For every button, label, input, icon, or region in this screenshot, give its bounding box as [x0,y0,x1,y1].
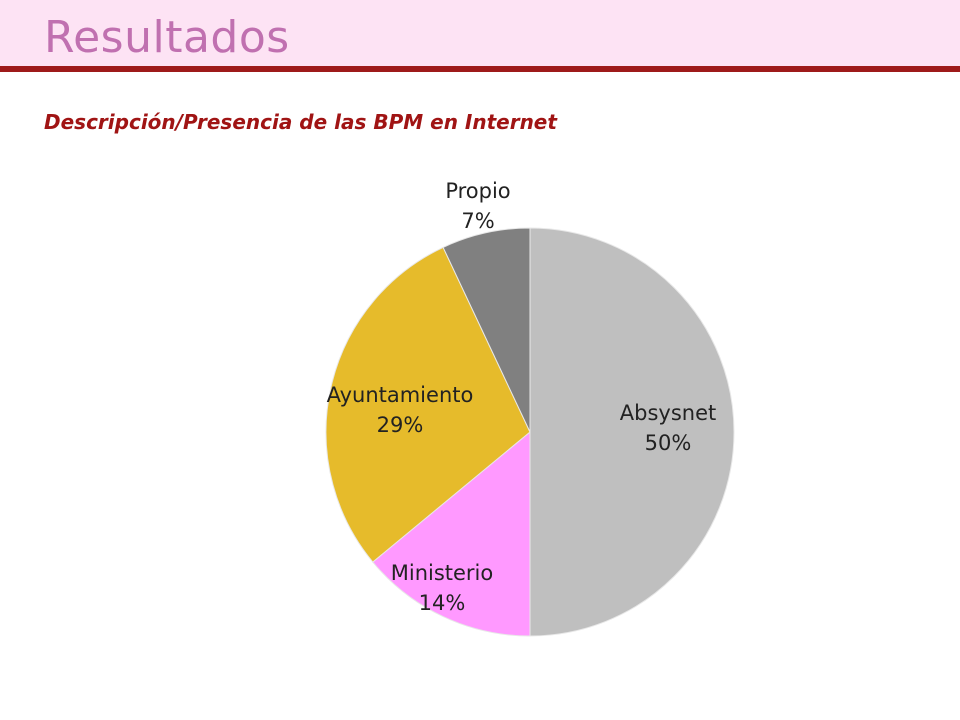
slice-label-absysnet: Absysnet [620,401,716,425]
slice-label-ministerio: Ministerio [391,561,494,585]
slice-percent-ayuntamiento: 29% [377,413,424,437]
pie-slice-ministerio [372,430,531,637]
pie-slice-ayuntamiento [325,246,531,563]
header-divider [0,66,960,72]
pie-labels: Absysnet 50% Ministerio 14% Ayuntamiento 29% P… [327,179,717,615]
chart-title: Descripción/Presencia de las BPM en Inte… [44,110,557,134]
slice-percent-ministerio: 14% [419,591,466,615]
slice-percent-absysnet: 50% [645,431,692,455]
slice-percent-propio: 7% [461,209,494,233]
pie-slices [325,227,735,637]
header-band [0,0,960,66]
slice-label-ayuntamiento: Ayuntamiento [327,383,474,407]
pie-slice-absysnet [529,227,735,637]
page-title: Resultados [44,12,290,63]
pie-slice-propio [442,227,531,433]
slice-label-propio: Propio [445,179,510,203]
